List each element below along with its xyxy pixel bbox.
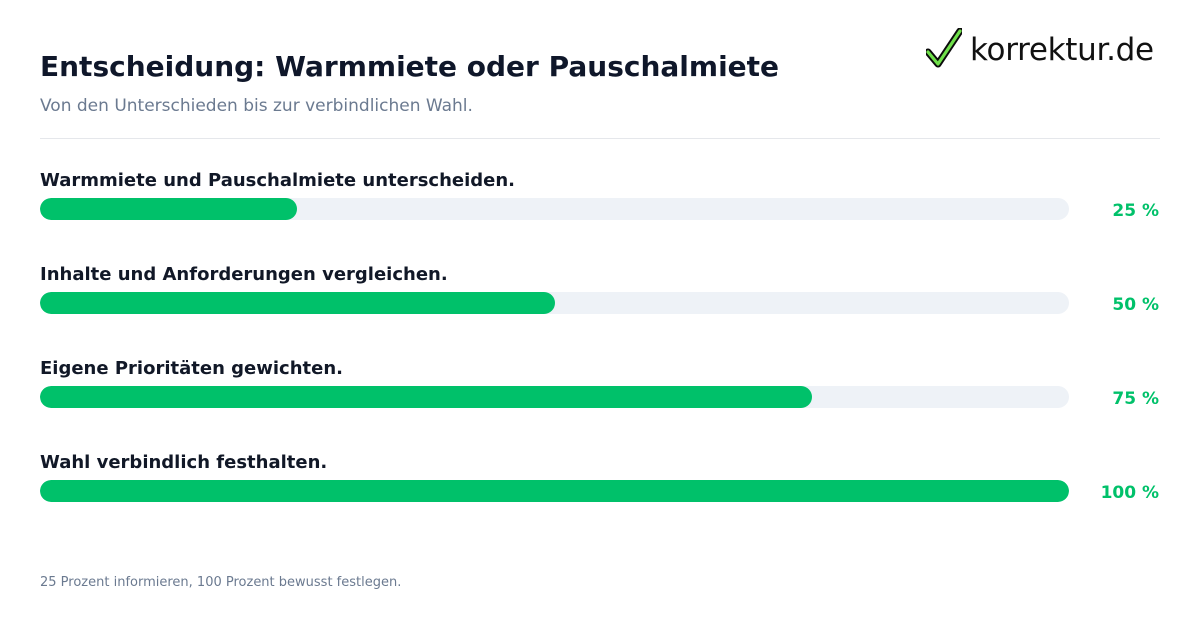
progress-track (40, 386, 1069, 408)
progress-label: Warmmiete und Pauschalmiete unterscheide… (40, 170, 516, 191)
header-divider (40, 138, 1160, 139)
logo-text: korrektur.de (970, 32, 1154, 68)
progress-label: Wahl verbindlich festhalten. (40, 452, 328, 473)
progress-row: Inhalte und Anforderungen vergleichen. 50… (40, 264, 1160, 324)
progress-row: Warmmiete und Pauschalmiete unterscheide… (40, 170, 1160, 230)
progress-row: Wahl verbindlich festhalten. 100 % (40, 452, 1160, 512)
progress-track (40, 198, 1069, 220)
progress-track (40, 480, 1069, 502)
brand-logo[interactable]: korrektur.de (926, 28, 1154, 72)
progress-value: 75 % (1112, 389, 1159, 409)
page-title: Entscheidung: Warmmiete oder Pauschalmie… (40, 50, 780, 83)
progress-row: Eigene Prioritäten gewichten. 75 % (40, 358, 1160, 418)
progress-bar (40, 292, 555, 314)
progress-bar (40, 480, 1069, 502)
footnote: 25 Prozent informieren, 100 Prozent bewu… (40, 575, 402, 590)
progress-value: 50 % (1112, 295, 1159, 315)
progress-chart: Warmmiete und Pauschalmiete unterscheide… (40, 0, 1160, 630)
progress-value: 100 % (1100, 483, 1159, 503)
checkmark-icon (926, 28, 962, 68)
progress-bar (40, 386, 812, 408)
progress-track (40, 292, 1069, 314)
progress-bar (40, 198, 297, 220)
progress-label: Eigene Prioritäten gewichten. (40, 358, 343, 379)
progress-label: Inhalte und Anforderungen vergleichen. (40, 264, 448, 285)
progress-value: 25 % (1112, 201, 1159, 221)
page-subtitle: Von den Unterschieden bis zur verbindlic… (40, 96, 473, 116)
